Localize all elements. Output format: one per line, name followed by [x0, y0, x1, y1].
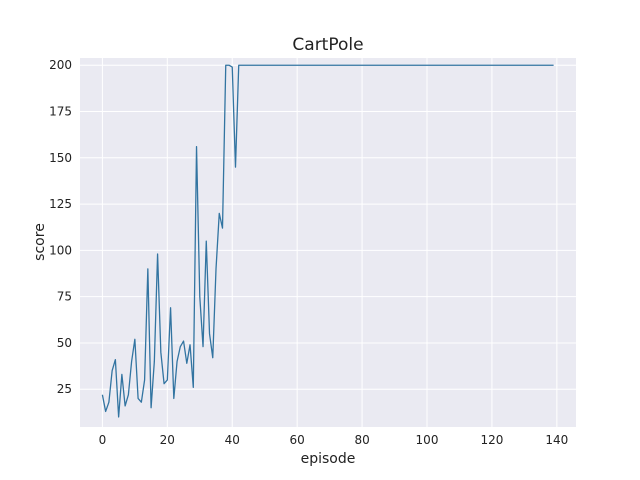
y-tick-label: 175	[49, 105, 72, 119]
y-tick-label: 75	[57, 290, 72, 304]
x-tick-labels: 0 20 40 60 80 100 120 140	[99, 433, 569, 447]
x-tick-label: 20	[160, 433, 175, 447]
y-axis-label: score	[32, 223, 48, 261]
x-axis-label: episode	[301, 451, 356, 467]
x-tick-label: 120	[480, 433, 503, 447]
x-tick-label: 140	[545, 433, 568, 447]
y-tick-label: 100	[49, 243, 72, 257]
y-tick-label: 200	[49, 58, 72, 72]
x-tick-label: 100	[416, 433, 439, 447]
x-tick-label: 80	[354, 433, 369, 447]
y-tick-label: 150	[49, 151, 72, 165]
chart-title: CartPole	[292, 35, 363, 55]
y-tick-label: 25	[57, 382, 72, 396]
y-tick-label: 125	[49, 197, 72, 211]
grid-lines	[80, 58, 576, 427]
x-tick-label: 0	[99, 433, 107, 447]
score-series-line	[101, 64, 554, 418]
y-tick-labels: 25 50 75 100 125 150 175 200	[49, 58, 72, 396]
x-tick-label: 40	[225, 433, 240, 447]
series-layer	[101, 64, 554, 418]
x-tick-label: 60	[290, 433, 305, 447]
y-tick-label: 50	[57, 336, 72, 350]
plot-area	[80, 58, 576, 427]
